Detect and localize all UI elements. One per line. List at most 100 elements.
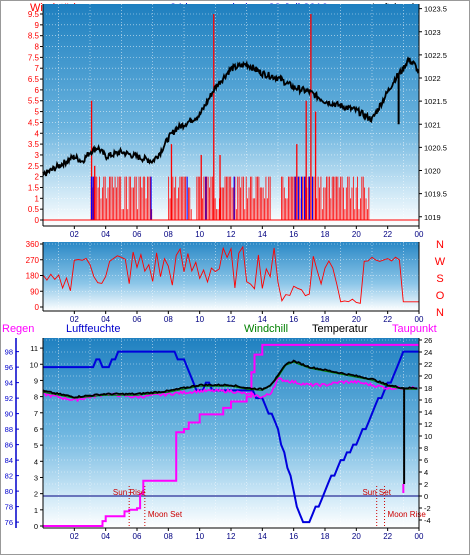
pressure-tick-label: 1019.5 bbox=[424, 190, 447, 199]
temperature-tick-label: 2 bbox=[424, 480, 428, 489]
x-tick-label: 14 bbox=[258, 532, 267, 541]
humidity-tick-label: 82 bbox=[5, 472, 13, 481]
astro-label: Sun Rise bbox=[113, 488, 146, 497]
wind-tick-label: 9.5 bbox=[28, 10, 40, 19]
rain-tick-label: 3 bbox=[34, 473, 38, 482]
humidity-tick-label: 94 bbox=[5, 379, 13, 388]
wind-tick-label: 5.5 bbox=[28, 97, 40, 106]
wind-tick-label: 8.5 bbox=[28, 32, 40, 41]
humidity-tick-label: 96 bbox=[5, 363, 13, 372]
pressure-tick-label: 1023.5 bbox=[424, 5, 447, 14]
temperature-tick-label: 10 bbox=[424, 432, 432, 441]
x-tick-label: 22 bbox=[383, 532, 392, 541]
x-tick-label: 20 bbox=[352, 230, 361, 239]
wind-tick-label: 7.5 bbox=[28, 53, 40, 62]
x-tick-label: 16 bbox=[289, 230, 298, 239]
temperature-tick-label: 12 bbox=[424, 420, 432, 429]
rain-tick-label: 10 bbox=[30, 360, 38, 369]
pressure-tick-label: 1023 bbox=[424, 28, 441, 37]
rain-tick-label: 11 bbox=[30, 344, 38, 353]
direction-tick-label: 270 bbox=[26, 256, 40, 265]
wind-tick-label: 9 bbox=[35, 21, 40, 30]
panel-wind-pressure-grid bbox=[43, 4, 419, 226]
rain-tick-label: 6 bbox=[34, 425, 38, 434]
temperature-tick-label: 20 bbox=[424, 372, 432, 381]
x-tick-label: 04 bbox=[101, 532, 110, 541]
wind-tick-label: 4 bbox=[35, 129, 40, 138]
humidity-tick-label: 80 bbox=[5, 487, 13, 496]
compass-label: S bbox=[436, 273, 443, 285]
x-tick-label: 14 bbox=[258, 315, 267, 324]
x-tick-label: 06 bbox=[133, 230, 142, 239]
wind-tick-label: 0 bbox=[35, 216, 40, 225]
x-tick-label: 04 bbox=[101, 230, 110, 239]
temperature-tick-label: 22 bbox=[424, 360, 432, 369]
wind-direction-line bbox=[42, 245, 419, 304]
compass-label: N bbox=[436, 307, 444, 319]
astro-label: Moon Rise bbox=[388, 510, 427, 519]
legend-windchill: Windchill bbox=[244, 323, 288, 335]
x-tick-label: 16 bbox=[289, 315, 298, 324]
x-tick-label: 10 bbox=[195, 315, 204, 324]
x-tick-label: 08 bbox=[164, 230, 173, 239]
astro-label: Sun Set bbox=[362, 488, 391, 497]
x-tick-label: 02 bbox=[70, 532, 79, 541]
temperature-tick-label: 16 bbox=[424, 396, 432, 405]
wind-tick-label: 8 bbox=[35, 43, 40, 52]
wind-tick-label: 1 bbox=[35, 194, 40, 203]
x-tick-label: 18 bbox=[321, 315, 330, 324]
x-tick-label: 00 bbox=[415, 230, 424, 239]
wind-tick-label: 3.5 bbox=[28, 140, 40, 149]
direction-tick-label: 360 bbox=[26, 240, 40, 249]
x-tick-label: 10 bbox=[195, 230, 204, 239]
pressure-line bbox=[42, 56, 420, 177]
panel-temperature-humidity-data: Sun Rise Moon Set Sun Set Moon Rise bbox=[42, 343, 427, 528]
temperature-tick-label: 18 bbox=[424, 384, 432, 393]
panel-wind-direction-data bbox=[42, 245, 419, 304]
rain-tick-label: 4 bbox=[34, 457, 38, 466]
compass-label: O bbox=[436, 290, 445, 302]
temperature-line bbox=[42, 359, 418, 399]
legend-taupunkt: Taupunkt bbox=[392, 323, 437, 335]
x-tick-label: 22 bbox=[383, 315, 392, 324]
x-tick-label: 08 bbox=[164, 315, 173, 324]
humidity-tick-label: 90 bbox=[5, 410, 13, 419]
x-tick-label: 10 bbox=[195, 532, 204, 541]
temperature-tick-label: 14 bbox=[424, 408, 432, 417]
temperature-tick-label: 8 bbox=[424, 444, 428, 453]
x-tick-label: 06 bbox=[133, 315, 142, 324]
x-tick-label: 22 bbox=[383, 230, 392, 239]
x-tick-label: 06 bbox=[133, 532, 142, 541]
humidity-tick-label: 84 bbox=[5, 456, 13, 465]
x-tick-label: 00 bbox=[415, 315, 424, 324]
temperature-tick-label: 6 bbox=[424, 456, 428, 465]
temperature-tick-label: -2 bbox=[424, 504, 431, 513]
direction-tick-label: 90 bbox=[30, 287, 39, 296]
x-tick-label: 12 bbox=[227, 532, 236, 541]
pressure-tick-label: 1021.5 bbox=[424, 97, 447, 106]
wind-tick-label: 0.5 bbox=[28, 205, 40, 214]
direction-tick-label: 0 bbox=[35, 303, 40, 312]
pressure-tick-label: 1020 bbox=[424, 167, 441, 176]
humidity-tick-label: 76 bbox=[5, 518, 13, 527]
x-tick-label: 18 bbox=[321, 230, 330, 239]
humidity-tick-label: 92 bbox=[5, 394, 13, 403]
panel-wind-pressure-axes: 0 0.5 1 1.52 2.5 3 3.5 4 4.55 5.5 6 6.5 7 7.58 8.5 9 9.5… bbox=[28, 5, 447, 239]
wind-tick-label: 4.5 bbox=[28, 118, 40, 127]
wind-tick-label: 1.5 bbox=[28, 183, 40, 192]
pressure-tick-label: 1019 bbox=[424, 213, 441, 222]
x-tick-label: 02 bbox=[70, 315, 79, 324]
wind-tick-label: 2 bbox=[35, 173, 40, 182]
temperature-tick-label: 26 bbox=[424, 336, 432, 345]
rain-tick-label: 0 bbox=[34, 522, 38, 531]
x-tick-label: 02 bbox=[70, 230, 79, 239]
rain-tick-label: 5 bbox=[34, 441, 38, 450]
wind-tick-label: 6.5 bbox=[28, 75, 40, 84]
x-tick-label: 18 bbox=[321, 532, 330, 541]
temperature-tick-label: 4 bbox=[424, 468, 428, 477]
humidity-tick-label: 86 bbox=[5, 441, 13, 450]
wind-tick-label: 7 bbox=[35, 64, 40, 73]
x-tick-label: 20 bbox=[352, 532, 361, 541]
